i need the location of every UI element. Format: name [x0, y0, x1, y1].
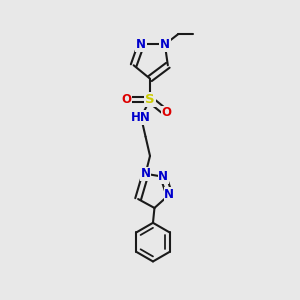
Text: N: N	[136, 38, 146, 51]
Text: N: N	[158, 170, 168, 183]
Text: O: O	[121, 93, 131, 106]
Text: N: N	[164, 188, 174, 201]
Text: O: O	[161, 106, 171, 119]
Text: N: N	[160, 38, 170, 51]
Text: HN: HN	[131, 111, 151, 124]
Text: S: S	[145, 93, 155, 106]
Text: N: N	[140, 167, 151, 180]
